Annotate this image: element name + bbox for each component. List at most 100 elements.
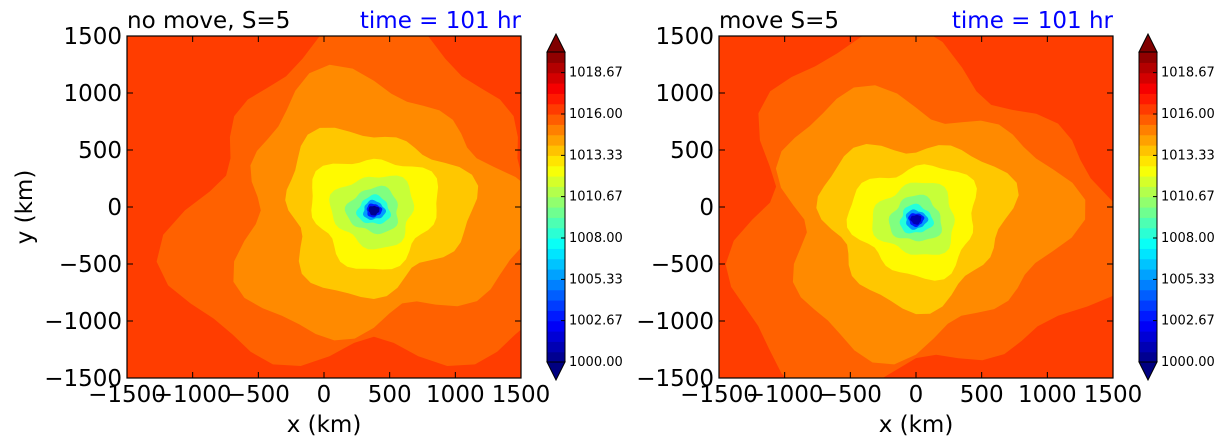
colorbar-segment: [547, 331, 565, 342]
colorbar-segment: [1139, 310, 1157, 322]
colorbar-segment: [547, 72, 565, 84]
y-tick-label: 1500: [655, 24, 714, 50]
colorbar-segment: [1139, 248, 1157, 260]
colorbar-segment: [547, 279, 565, 291]
colorbar-segment: [547, 227, 565, 239]
x-tick-label: −1000: [154, 382, 232, 408]
colorbar-segment: [547, 196, 565, 208]
colorbar-segment: [547, 145, 565, 156]
colorbar-right: 1000.00 1002.67 1005.33 1008.00 1010.67 1013.…: [1138, 32, 1215, 382]
colorbar-segment: [547, 124, 565, 136]
y-tick-label: 1000: [655, 81, 714, 107]
colorbar-segment: [1139, 196, 1157, 208]
x-tick-label: −1500: [88, 382, 166, 408]
colorbar-extend-max: [1138, 32, 1158, 53]
colorbar-tick-label: 1008.00: [569, 231, 623, 246]
x-tick-label: 0: [909, 382, 924, 408]
x-tick-label: 0: [317, 382, 332, 408]
title-right-panel: move S=5: [719, 8, 839, 34]
colorbar-segment: [1139, 176, 1157, 187]
colorbar-frame: [1138, 51, 1158, 363]
x-tick-label: 1000: [426, 382, 485, 408]
y-axis-label-left: y (km): [12, 170, 38, 245]
colorbar-tick-label: 1000.00: [1161, 355, 1215, 370]
pressure-contour: [910, 214, 922, 225]
colorbar-segment: [1139, 258, 1157, 270]
y-tick-label: −500: [651, 252, 714, 278]
y-tick-label: 1000: [63, 81, 122, 107]
colorbar-segment: [547, 165, 565, 177]
y-tick-label: 1500: [63, 24, 122, 50]
y-tick-label: −1500: [636, 366, 714, 392]
colorbar-tick-label: 1005.33: [569, 272, 623, 287]
colorbar-segment: [1139, 134, 1157, 146]
pressure-field-left: [127, 36, 521, 378]
x-tick-label: −500: [819, 382, 882, 408]
colorbar-segment: [1139, 351, 1157, 363]
colorbar-segment: [1139, 62, 1157, 74]
colorbar-tick-label: 1002.67: [1161, 314, 1215, 329]
colorbar-segment: [1139, 52, 1157, 63]
colorbar-segment: [1139, 227, 1157, 239]
colorbar-segment: [1139, 145, 1157, 156]
colorbar-segment: [1139, 124, 1157, 136]
y-tick-label: −500: [59, 252, 122, 278]
colorbar-segment: [547, 155, 565, 167]
colorbar-tick-label: 1018.67: [1161, 66, 1215, 81]
x-tick-label: −1500: [680, 382, 758, 408]
colorbar-segment: [1139, 93, 1157, 105]
colorbar-segment: [547, 289, 565, 301]
x-tick-label: −500: [227, 382, 290, 408]
axis-ticks-right: −1500−1000−500 0 500 1000 1500−1500−1000−500…: [636, 24, 1142, 408]
colorbar-segment: [1139, 341, 1157, 353]
colorbar-segment: [1139, 155, 1157, 167]
pressure-field-right: [719, 36, 1113, 378]
x-tick-label: 1500: [492, 382, 551, 408]
x-axis-label-left: x (km): [287, 412, 362, 438]
x-tick-label: 500: [368, 382, 412, 408]
colorbar-segment: [547, 103, 565, 115]
y-tick-label: 0: [699, 195, 714, 221]
pressure-contour: [368, 205, 380, 216]
colorbar-segment: [547, 269, 565, 280]
colorbar-tick-label: 1016.00: [1161, 107, 1215, 122]
colorbar-tick-label: 1013.33: [569, 148, 623, 163]
colorbar-segment: [547, 114, 565, 125]
colorbar-tick-label: 1008.00: [1161, 231, 1215, 246]
colorbar-segment: [1139, 320, 1157, 332]
x-tick-label: −1000: [746, 382, 824, 408]
colorbar-segment: [1139, 238, 1157, 249]
colorbar-segment: [547, 310, 565, 322]
colorbar-segment: [547, 207, 565, 218]
colorbar-segment: [547, 238, 565, 249]
axis-ticks-left: −1500−1000−500 0 500 1000 1500−1500−1000−500…: [44, 24, 550, 408]
colorbar-segment: [547, 93, 565, 105]
x-axis-label-right: x (km): [879, 412, 954, 438]
colorbar-tick-label: 1000.00: [569, 355, 623, 370]
y-tick-label: 500: [78, 138, 122, 164]
y-tick-label: 0: [107, 195, 122, 221]
colorbar-segment: [547, 300, 565, 311]
colorbar-tick-label: 1010.67: [569, 190, 623, 205]
colorbar-segment: [1139, 72, 1157, 84]
colorbar-tick-label: 1002.67: [569, 314, 623, 329]
colorbar-extend-min: [546, 361, 566, 382]
colorbar-segment: [547, 258, 565, 270]
colorbar-segment: [1139, 114, 1157, 125]
colorbar-segment: [547, 62, 565, 74]
title-left: no move, S=5: [127, 8, 290, 34]
colorbar-segment: [1139, 269, 1157, 280]
colorbar-segment: [547, 217, 565, 229]
colorbar-segment: [1139, 83, 1157, 94]
colorbar-extend-min: [1138, 361, 1158, 382]
colorbar-segment: [1139, 186, 1157, 198]
x-tick-label: 1500: [1084, 382, 1143, 408]
colorbar-tick-label: 1010.67: [1161, 190, 1215, 205]
colorbar-segment: [547, 248, 565, 260]
panel-right: −1500−1000−500 0 500 1000 1500−1500−1000−500…: [636, 8, 1215, 438]
colorbar-left: 1000.00 1002.67 1005.33 1008.00 1010.67 1013.…: [546, 32, 623, 382]
colorbar-segment: [1139, 300, 1157, 311]
colorbar-tick-label: 1016.00: [569, 107, 623, 122]
colorbar-segment: [1139, 217, 1157, 229]
colorbar-segment: [1139, 103, 1157, 115]
